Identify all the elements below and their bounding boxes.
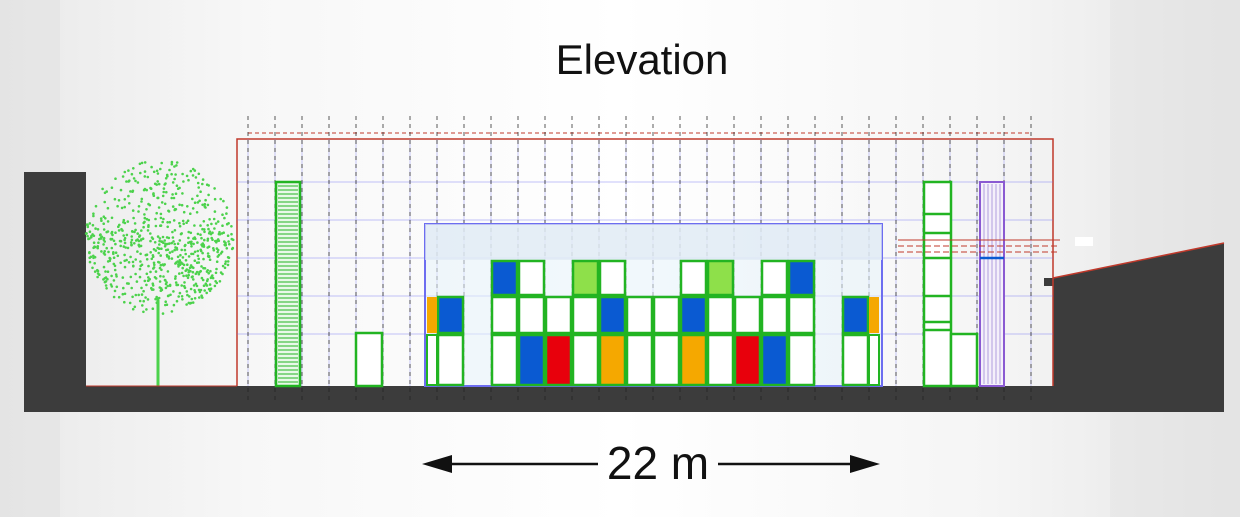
- left-louvre-panel: [274, 180, 384, 388]
- right-louvre-panel: [922, 180, 1005, 388]
- right-side-detail: [898, 237, 1093, 253]
- dimension-label: 22 m: [606, 437, 710, 489]
- ground-section: [24, 172, 1225, 412]
- drawing-title: Elevation: [555, 36, 729, 83]
- dimension-arrow: [422, 455, 880, 473]
- building-outline: [86, 132, 1054, 387]
- facade-panels: [426, 259, 880, 387]
- right-neighbour-building: [1053, 243, 1224, 400]
- left-wall: [24, 172, 86, 412]
- ground-slab: [24, 386, 1224, 412]
- right-neighbour-eave: [1044, 278, 1058, 286]
- tree: [84, 160, 235, 386]
